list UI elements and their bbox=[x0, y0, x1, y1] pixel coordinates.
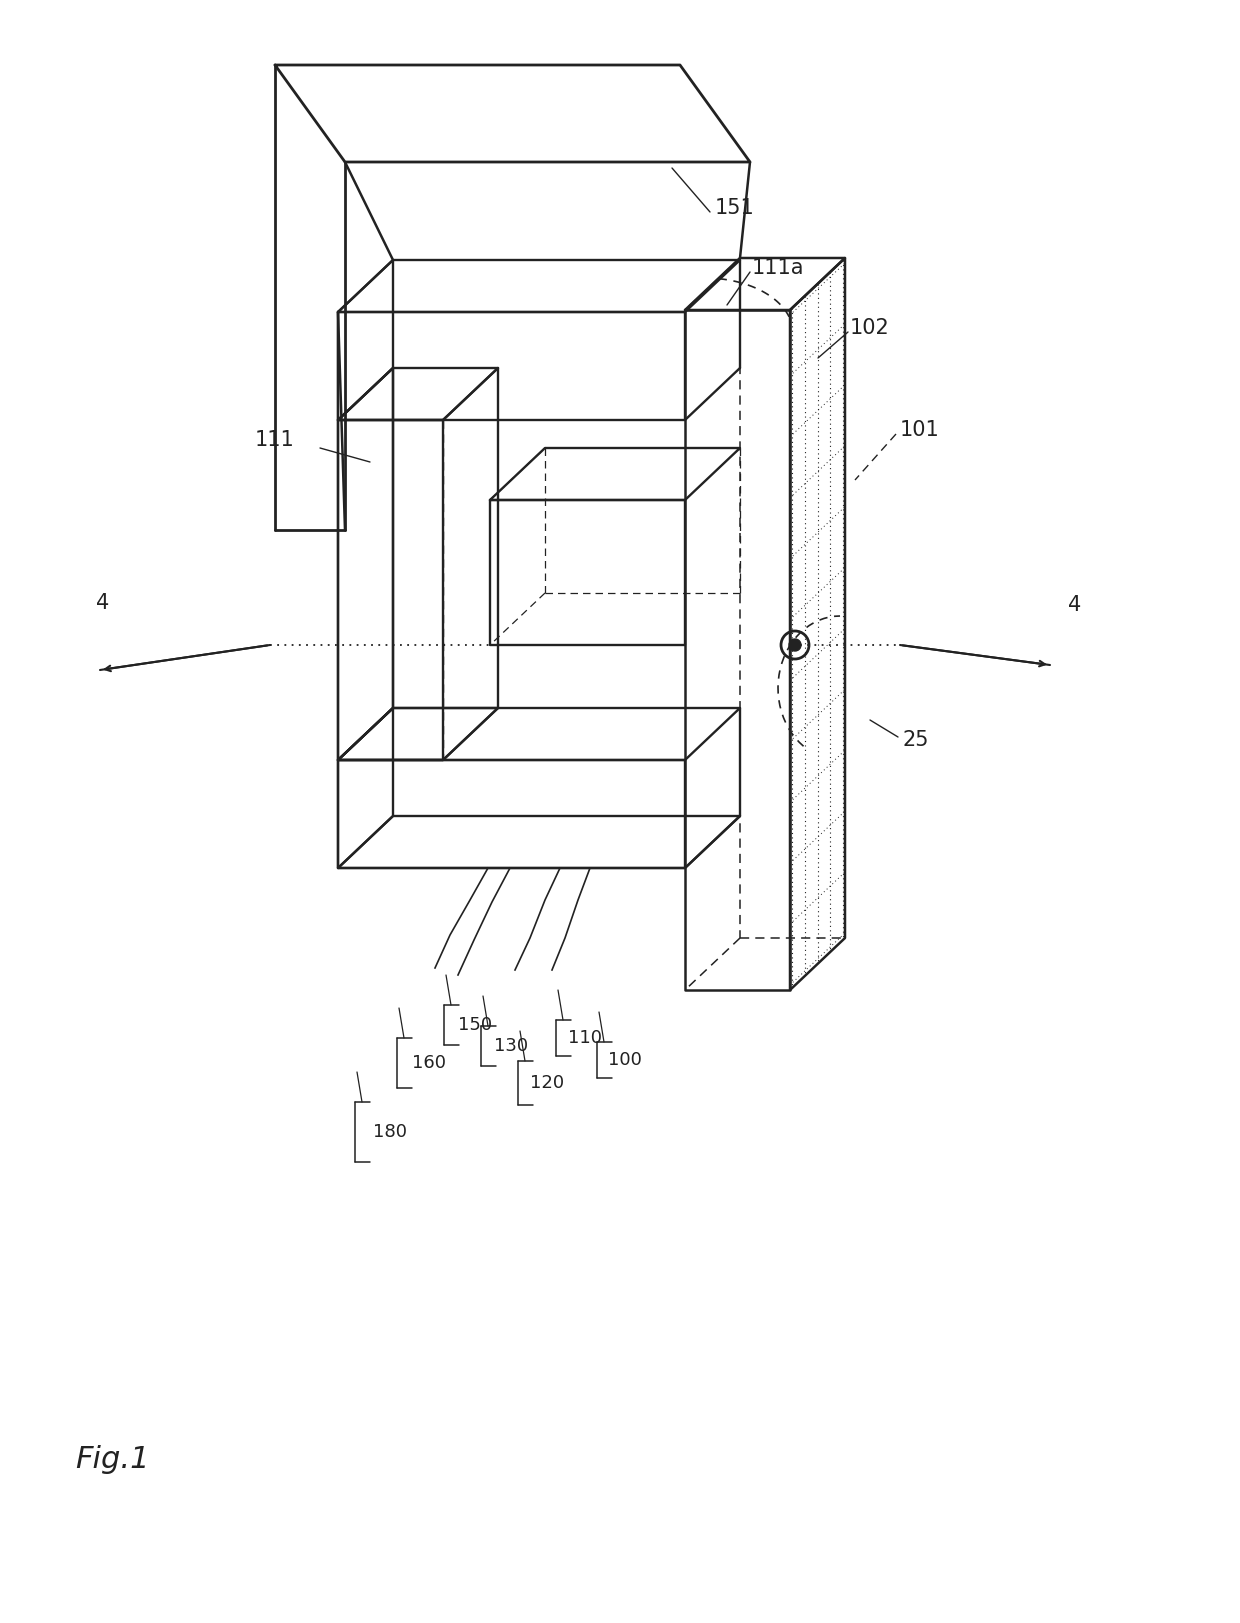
Text: 25: 25 bbox=[901, 730, 929, 750]
Text: 180: 180 bbox=[373, 1123, 407, 1141]
Text: Fig.1: Fig.1 bbox=[74, 1446, 150, 1475]
Text: 111: 111 bbox=[255, 430, 295, 450]
Text: 160: 160 bbox=[412, 1053, 446, 1073]
Text: 130: 130 bbox=[494, 1037, 528, 1055]
Text: 102: 102 bbox=[849, 318, 890, 338]
Text: 120: 120 bbox=[529, 1074, 564, 1092]
Text: 151: 151 bbox=[715, 198, 755, 217]
Text: 110: 110 bbox=[568, 1029, 601, 1047]
Text: 111a: 111a bbox=[751, 258, 805, 278]
Text: 101: 101 bbox=[900, 420, 940, 440]
Text: 100: 100 bbox=[608, 1052, 642, 1070]
Text: 4: 4 bbox=[97, 592, 109, 613]
Text: 150: 150 bbox=[458, 1016, 492, 1034]
Circle shape bbox=[789, 639, 801, 651]
Text: 4: 4 bbox=[1069, 596, 1081, 615]
